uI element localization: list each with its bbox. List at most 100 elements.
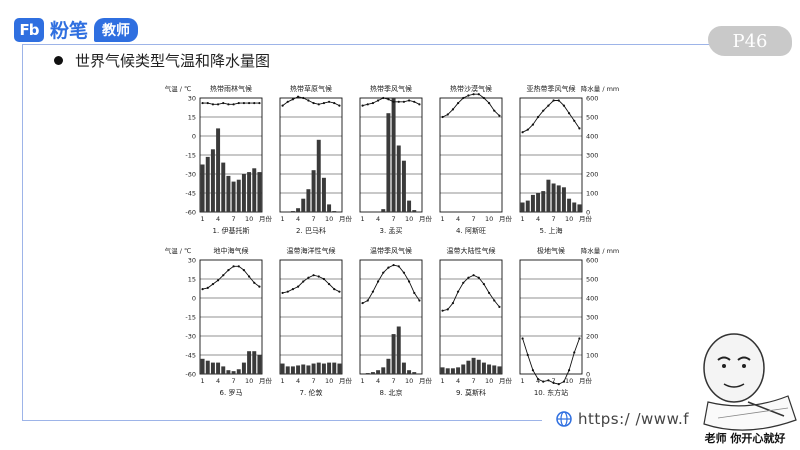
temp-point (206, 101, 209, 105)
chart-caption: 8. 北京 (380, 388, 403, 397)
precip-bar (200, 358, 205, 374)
temp-point (567, 112, 571, 115)
month-tick-label: 7 (472, 215, 476, 223)
precip-bar (577, 204, 582, 212)
temp-point (402, 271, 406, 274)
precip-bar (241, 174, 246, 212)
precip-bar (525, 200, 530, 212)
temp-point (317, 275, 320, 278)
logo-text: 粉笔 (50, 20, 89, 42)
temp-point (418, 103, 421, 106)
temp-line (522, 100, 580, 133)
temp-point (557, 99, 560, 102)
temp-point (371, 101, 375, 105)
temp-line (522, 338, 580, 385)
logo-mark-icon: Fb (14, 17, 44, 42)
precip-tick-label: 200 (586, 333, 598, 341)
precip-bar (252, 168, 257, 212)
month-axis-label: 月份 (259, 214, 273, 223)
precip-bar (520, 202, 525, 212)
temp-point (498, 305, 501, 308)
temp-point (296, 285, 300, 288)
temp-point (201, 101, 204, 105)
precip-bar (205, 360, 210, 374)
temp-point (456, 290, 460, 293)
precip-bar (332, 362, 337, 374)
precip-bar (497, 366, 502, 374)
chart-title: 温带大陆性气候 (447, 246, 496, 255)
precip-bar (321, 177, 326, 212)
temp-line (202, 102, 260, 105)
month-tick-label: 4 (456, 377, 460, 385)
temp-point (338, 290, 341, 293)
precip-bar (226, 370, 231, 374)
temp-point (557, 383, 560, 386)
page-number-badge: P46 (708, 26, 792, 56)
chart-caption: 7. 伦敦 (300, 388, 323, 397)
temp-point (521, 337, 524, 340)
temp-point (526, 128, 529, 131)
temp-point (547, 379, 550, 382)
temp-point (387, 98, 390, 101)
temp-tick-label: -30 (185, 333, 196, 341)
temp-point (578, 337, 581, 340)
temp-point (392, 263, 395, 267)
month-tick-label: 7 (232, 215, 236, 223)
chart-caption: 1. 伊基托斯 (213, 226, 250, 235)
temp-point (536, 377, 540, 381)
precip-bar (231, 371, 236, 374)
month-tick-label: 4 (376, 215, 380, 223)
month-axis-label: 月份 (419, 376, 433, 385)
month-axis-label: 月份 (579, 376, 593, 385)
chart-title: 亚热带季风气候 (527, 84, 576, 93)
temp-point (567, 369, 571, 372)
chart-frame (279, 97, 343, 213)
month-tick-label: 7 (472, 377, 476, 385)
temp-tick-label: 15 (188, 276, 196, 284)
month-tick-label: 4 (376, 377, 380, 385)
temp-point (397, 265, 400, 268)
precip-bar (210, 362, 215, 374)
precip-bar (296, 208, 301, 212)
precip-bar (290, 366, 295, 374)
month-tick-label: 4 (216, 215, 220, 223)
temp-point (487, 101, 491, 105)
temp-point (333, 288, 336, 291)
temp-line (282, 274, 340, 294)
precip-bar (337, 363, 342, 374)
chart-caption: 3. 孟买 (380, 226, 403, 235)
precip-axis-label: 降水量 / mm (581, 84, 620, 93)
temp-point (281, 104, 284, 107)
temp-tick-label: -60 (185, 209, 196, 217)
precip-bar (561, 187, 566, 212)
temp-axis-label: 气温 / ℃ (165, 246, 192, 255)
temp-tick-label: 0 (192, 133, 196, 141)
precip-tick-label: 500 (586, 276, 598, 284)
temp-point (201, 288, 204, 291)
temp-point (493, 109, 496, 112)
precip-bar (311, 170, 316, 212)
precip-bar (221, 366, 226, 374)
month-tick-label: 10 (405, 377, 413, 385)
temp-point (232, 103, 235, 106)
temp-point (242, 101, 246, 105)
precip-bar (381, 367, 386, 374)
month-tick-label: 4 (296, 377, 300, 385)
temp-point (371, 290, 375, 293)
month-tick-label: 7 (312, 215, 316, 223)
precip-tick-label: 500 (586, 114, 598, 122)
temp-point (382, 96, 385, 100)
precip-bar (556, 185, 561, 212)
month-tick-label: 10 (405, 215, 413, 223)
temp-point (562, 104, 566, 107)
temp-point (322, 277, 326, 281)
precip-bar (316, 362, 321, 374)
precip-bar (461, 364, 466, 374)
chart-caption: 4. 阿斯旺 (456, 226, 486, 235)
chart-frame (519, 259, 583, 375)
meme-face-icon (703, 333, 797, 431)
meme-caption: 老师 你开心就好 (704, 432, 786, 445)
precip-tick-label: 200 (586, 171, 598, 179)
temp-tick-label: 30 (188, 95, 196, 103)
precip-bar (360, 373, 365, 374)
